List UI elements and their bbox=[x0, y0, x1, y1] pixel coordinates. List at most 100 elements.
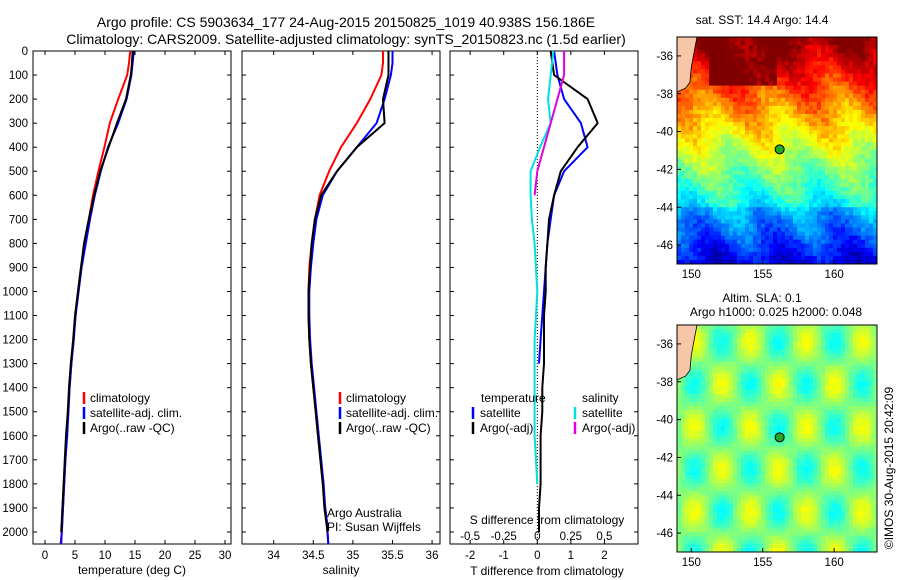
map-cell bbox=[869, 227, 874, 233]
map-cell bbox=[705, 85, 710, 91]
map-cell bbox=[709, 223, 714, 229]
map-cell bbox=[777, 329, 782, 334]
map-cell bbox=[733, 483, 738, 488]
map-cell bbox=[801, 195, 806, 200]
map-cell bbox=[765, 231, 770, 237]
map-cell bbox=[829, 65, 834, 71]
map-cell bbox=[837, 406, 842, 411]
map-cell bbox=[757, 434, 762, 440]
map-cell bbox=[749, 93, 754, 99]
map-cell bbox=[849, 114, 854, 119]
map-cell bbox=[725, 105, 730, 111]
map-cell bbox=[705, 406, 710, 411]
map-cell bbox=[813, 373, 818, 379]
map-cell bbox=[705, 418, 710, 423]
map-cell bbox=[749, 114, 754, 119]
map-cell bbox=[857, 97, 862, 103]
map-cell bbox=[713, 166, 718, 172]
map-cell bbox=[749, 442, 754, 448]
map-cell bbox=[701, 373, 706, 379]
map-cell bbox=[713, 369, 718, 375]
map-cell bbox=[869, 105, 874, 111]
map-cell bbox=[681, 211, 686, 216]
map-cell bbox=[705, 203, 710, 208]
map-cell bbox=[745, 81, 750, 87]
map-cell bbox=[705, 495, 710, 500]
map-cell bbox=[737, 438, 742, 444]
map-cell bbox=[713, 414, 718, 419]
map-cell bbox=[873, 37, 877, 42]
map-cell bbox=[805, 130, 810, 135]
map-cell bbox=[757, 483, 762, 488]
map-cell bbox=[825, 142, 830, 148]
map-cell bbox=[817, 53, 822, 58]
map-cell bbox=[761, 381, 766, 387]
map-cell bbox=[765, 402, 770, 407]
map-cell bbox=[845, 479, 850, 484]
map-cell bbox=[825, 239, 830, 245]
map-cell bbox=[685, 126, 690, 131]
map-cell bbox=[853, 462, 858, 468]
map-cell bbox=[677, 466, 682, 472]
map-cell bbox=[681, 134, 686, 139]
map-cell bbox=[793, 410, 798, 415]
map-cell bbox=[789, 158, 794, 164]
map-cell bbox=[725, 337, 730, 342]
map-cell bbox=[677, 114, 682, 119]
map-cell bbox=[849, 223, 854, 229]
map-cell bbox=[857, 57, 862, 62]
map-cell bbox=[801, 373, 806, 379]
map-cell bbox=[769, 223, 774, 229]
map-cell bbox=[873, 474, 877, 480]
map-cell bbox=[713, 146, 718, 152]
map-cell bbox=[865, 41, 870, 46]
map-cell bbox=[809, 227, 814, 233]
map-cell bbox=[793, 438, 798, 444]
map-cell bbox=[865, 203, 870, 208]
map-cell bbox=[733, 174, 738, 180]
map-cell bbox=[769, 483, 774, 488]
map-cell bbox=[869, 483, 874, 488]
map-cell bbox=[841, 170, 846, 176]
map-cell bbox=[849, 495, 854, 500]
map-cell bbox=[753, 259, 758, 264]
map-cell bbox=[869, 397, 874, 403]
map-cell bbox=[689, 385, 694, 391]
map-cell bbox=[825, 170, 830, 176]
map-cell bbox=[757, 389, 762, 395]
map-cell bbox=[789, 325, 794, 330]
map-cell bbox=[837, 365, 842, 371]
map-cell bbox=[745, 97, 750, 103]
map-cell bbox=[873, 251, 877, 257]
map-cell bbox=[681, 495, 686, 500]
map-cell bbox=[769, 231, 774, 237]
map-cell bbox=[677, 105, 682, 111]
map-cell bbox=[713, 474, 718, 480]
map-cell bbox=[865, 89, 870, 95]
map-cell bbox=[745, 37, 750, 42]
map-cell bbox=[873, 97, 877, 103]
map-cell bbox=[713, 186, 718, 192]
map-cell bbox=[753, 499, 758, 504]
map-cell bbox=[853, 353, 858, 359]
map-cell bbox=[737, 130, 742, 135]
map-cell bbox=[809, 154, 814, 160]
map-cell bbox=[677, 146, 682, 152]
map-cell bbox=[677, 243, 682, 249]
map-cell bbox=[849, 227, 854, 233]
map-cell bbox=[777, 239, 782, 245]
map-cell bbox=[817, 142, 822, 148]
map-cell bbox=[753, 178, 758, 184]
map-cell bbox=[821, 73, 826, 79]
map-cell bbox=[701, 49, 706, 54]
map-cell bbox=[689, 357, 694, 363]
map-cell bbox=[777, 73, 782, 79]
map-cell bbox=[821, 126, 826, 131]
map-cell bbox=[869, 329, 874, 334]
map-cell bbox=[681, 397, 686, 403]
map-cell bbox=[873, 438, 877, 444]
map-cell bbox=[849, 37, 854, 42]
map-cell bbox=[857, 255, 862, 261]
map-cell bbox=[685, 178, 690, 184]
